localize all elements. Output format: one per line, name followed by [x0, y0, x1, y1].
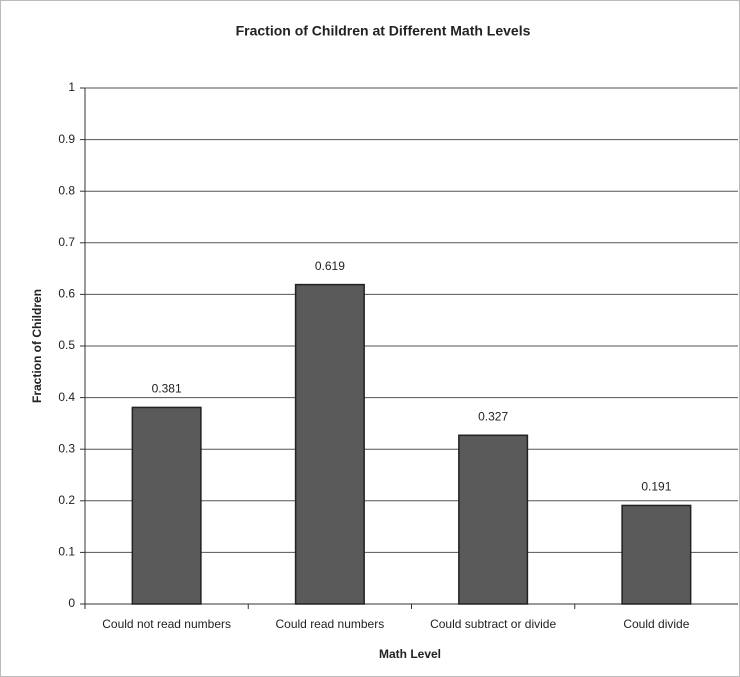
y-tick-label: 0.9	[58, 132, 75, 146]
data-label: 0.327	[478, 409, 508, 423]
x-tick-label: Could subtract or divide	[430, 617, 556, 631]
y-tick-label: 0.4	[58, 390, 75, 404]
y-tick-label: 0.3	[58, 441, 75, 455]
y-axis-title: Fraction of Children	[30, 289, 44, 403]
y-tick-label: 0.7	[58, 235, 75, 249]
bar	[294, 283, 365, 605]
y-tick-label: 0.1	[58, 545, 75, 559]
y-tick-label: 0.5	[58, 338, 75, 352]
x-tick-label: Could not read numbers	[102, 617, 231, 631]
y-tick-label: 0.6	[58, 287, 75, 301]
y-tick-label: 0	[68, 596, 75, 610]
bar	[621, 504, 692, 605]
y-tick-label: 0.2	[58, 493, 75, 507]
x-tick-label: Could read numbers	[276, 617, 385, 631]
data-label: 0.381	[152, 382, 182, 396]
bar	[458, 434, 529, 605]
bar	[131, 406, 202, 605]
y-tick-label: 1	[68, 80, 75, 94]
data-label: 0.619	[315, 259, 345, 273]
x-tick-label: Could divide	[623, 617, 689, 631]
data-label: 0.191	[641, 480, 671, 494]
y-tick-label: 0.8	[58, 183, 75, 197]
x-axis-title: Math Level	[379, 647, 441, 661]
chart-title: Fraction of Children at Different Math L…	[236, 23, 531, 39]
